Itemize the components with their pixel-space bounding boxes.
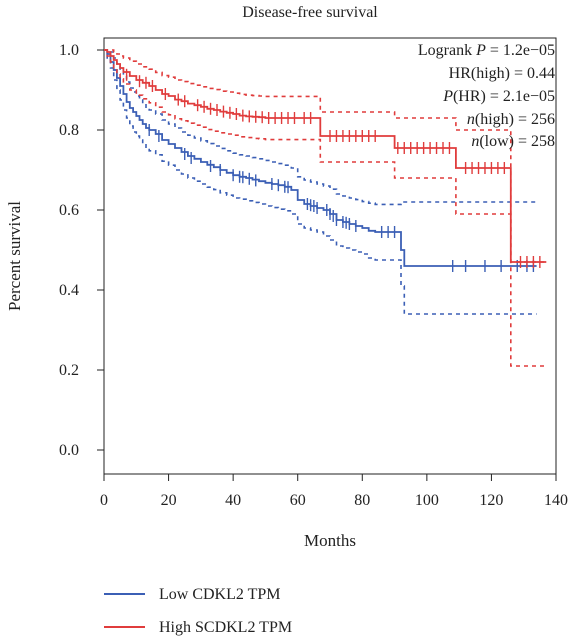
y-tick-label: 0.0	[59, 442, 79, 459]
axes: 0 20 40 60 80 100 120 140 0.0 0.2 0.4 0.6 0.8 1.0	[59, 42, 568, 509]
y-tick-label: 0.2	[59, 362, 79, 379]
ci-lower-line-low	[104, 49, 537, 315]
chart-title: Disease-free survival	[242, 4, 378, 21]
x-tick-label: 120	[479, 492, 503, 509]
x-tick-label: 40	[225, 492, 241, 509]
x-tick-label: 20	[161, 492, 177, 509]
x-tick-label: 60	[290, 492, 306, 509]
x-tick-label: 140	[544, 492, 568, 509]
plot-area	[104, 49, 547, 367]
x-tick-label: 0	[100, 492, 108, 509]
legend-label-low: Low CDKL2 TPM	[159, 586, 281, 603]
legend-label-high: High SCDKL2 TPM	[159, 619, 292, 636]
x-tick-label: 80	[354, 492, 370, 509]
plot-frame	[103, 37, 557, 475]
y-axis-label: Percent survival	[5, 201, 24, 311]
y-tick-label: 0.8	[59, 122, 79, 139]
y-tick-label: 0.4	[59, 282, 79, 299]
x-axis-label: Months	[304, 531, 356, 550]
hr-text: HR(high) = 0.44	[449, 65, 555, 82]
y-tick-label: 1.0	[59, 42, 79, 59]
ci-upper-line-high	[104, 49, 547, 263]
y-tick-label: 0.6	[59, 202, 79, 219]
x-tick-label: 100	[415, 492, 439, 509]
n-high-text: n(high) = 256	[467, 111, 555, 128]
legend: Low CDKL2 TPM High SCDKL2 TPM	[104, 586, 292, 636]
logrank-text: Logrank P = 1.2e−05	[418, 42, 555, 59]
ci-lower-line-high	[104, 49, 547, 367]
n-low-text: n(low) = 258	[471, 133, 555, 150]
survival-line-low	[104, 49, 537, 267]
phr-text: P(HR) = 2.1e−05	[442, 88, 555, 105]
